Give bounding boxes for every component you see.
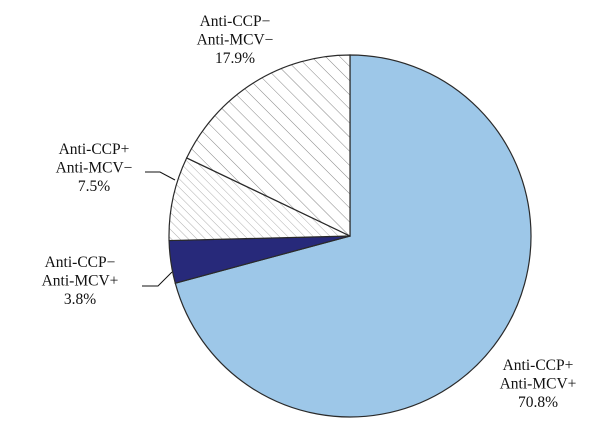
slice-value-label: 17.9% xyxy=(215,50,255,67)
leader-line xyxy=(142,271,173,287)
slice-name-label: Anti-MCV+ xyxy=(500,376,577,393)
label-ccp-pos-mcv-neg: Anti-CCP+ Anti-MCV−7.5% xyxy=(56,141,176,195)
leader-line xyxy=(145,171,176,181)
slice-name-label: Anti-MCV− xyxy=(197,32,274,49)
slice-value-label: 70.8% xyxy=(518,394,558,411)
slice-name-label: Anti-CCP− xyxy=(45,254,116,271)
slice-name-label: Anti-CCP− xyxy=(200,13,271,30)
label-ccp-pos-mcv-pos: Anti-CCP+ Anti-MCV+70.8% xyxy=(500,357,577,411)
slice-name-label: Anti-MCV− xyxy=(56,160,133,177)
slice-ccp-neg-mcv-neg xyxy=(185,54,351,237)
slice-name-label: Anti-CCP+ xyxy=(59,141,130,158)
slice-name-label: Anti-MCV+ xyxy=(42,273,119,290)
label-ccp-neg-mcv-neg: Anti-CCP− Anti-MCV−17.9% xyxy=(197,13,274,67)
slice-value-label: 7.5% xyxy=(78,178,110,195)
slice-name-label: Anti-CCP+ xyxy=(503,357,574,374)
slice-ccp-pos-mcv-pos xyxy=(174,54,532,418)
slice-value-label: 3.8% xyxy=(64,291,96,308)
label-ccp-neg-mcv-pos: Anti-CCP− Anti-MCV+3.8% xyxy=(42,254,173,308)
